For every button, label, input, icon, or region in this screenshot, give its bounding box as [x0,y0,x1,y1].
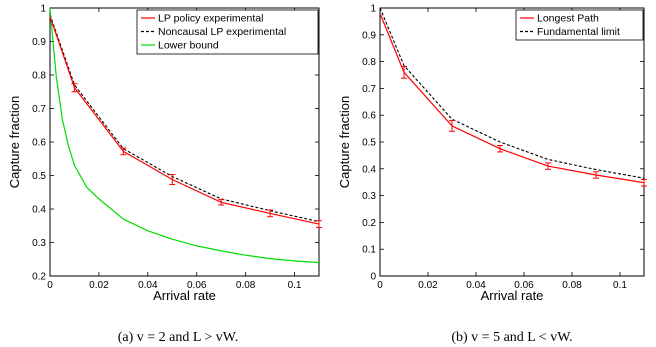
y-tick-label: 0.8 [362,57,376,68]
x-tick-label: 0.06 [187,280,207,291]
legend-label: Longest Path [537,13,599,25]
legend-label: Fundamental limit [537,26,620,38]
y-tick-label: 0.7 [32,104,46,115]
y-tick-label: 0.9 [32,37,46,48]
plot-frame [379,7,645,277]
x-tick-label: 0 [47,280,53,291]
y-tick-label: 0 [370,272,376,283]
series-line-2 [379,7,645,179]
y-tick-label: 0.4 [362,164,376,175]
y-tick-label: 0.5 [32,171,46,182]
caption-a: (a) v = 2 and L > vW. [118,330,239,345]
legend-label: LP policy experimental [158,13,263,25]
y-tick-label: 0.4 [32,205,46,216]
y-tick-label: 0.2 [32,272,46,283]
chart-panel-a: 0.2 0.3 0.4 0.5 0.6 0.7 0.8 0.9 1 0 0.02 0.04 0.06 0.… [7,4,322,303]
caption-b: (b) v = 5 and L < vW. [451,330,572,345]
x-axis-label: Arrival rate [481,288,544,303]
y-tick-label: 0.6 [362,111,376,122]
y-tick-label: 0.6 [32,138,46,149]
x-tick-label: 0 [377,280,383,291]
chart-panel-b: 0 0.1 0.2 0.3 0.4 0.5 0.6 0.7 0.8 0.9 1 0 0.02 0.04 0.… [337,4,647,303]
x-axis-label: Arrival rate [153,288,216,303]
y-tick-label: 0.2 [362,218,376,229]
y-tick-label: 1 [370,4,376,15]
y-tick-label: 0.7 [362,84,376,95]
x-tick-label: 0.06 [514,280,534,291]
legend-box [136,9,319,55]
x-tick-label: 0.02 [418,280,438,291]
y-tick-label: 1 [40,4,46,15]
x-tick-label: 0.04 [138,280,158,291]
x-tick-label: 0.02 [89,280,109,291]
y-tick-label: 0.3 [32,238,46,249]
x-tick-label: 0.08 [562,280,582,291]
y-tick-label: 0.8 [32,71,46,82]
y-tick-label: 0.3 [362,191,376,202]
x-tick-label: 0.1 [288,280,302,291]
y-tick-label: 0.1 [362,245,376,256]
x-tick-label: 0.04 [466,280,486,291]
y-tick-label: 0.5 [362,138,376,149]
series-line-3 [49,7,320,264]
legend-label: Noncausal LP experimental [158,26,286,38]
legend-label: Lower bound [158,40,219,52]
x-tick-label: 0.1 [613,280,627,291]
x-tick-label: 0.08 [236,280,256,291]
y-axis-label: Capture fraction [337,96,352,189]
y-tick-label: 0.9 [362,30,376,41]
y-axis-label: Capture fraction [7,96,22,189]
legend-box [515,9,644,41]
